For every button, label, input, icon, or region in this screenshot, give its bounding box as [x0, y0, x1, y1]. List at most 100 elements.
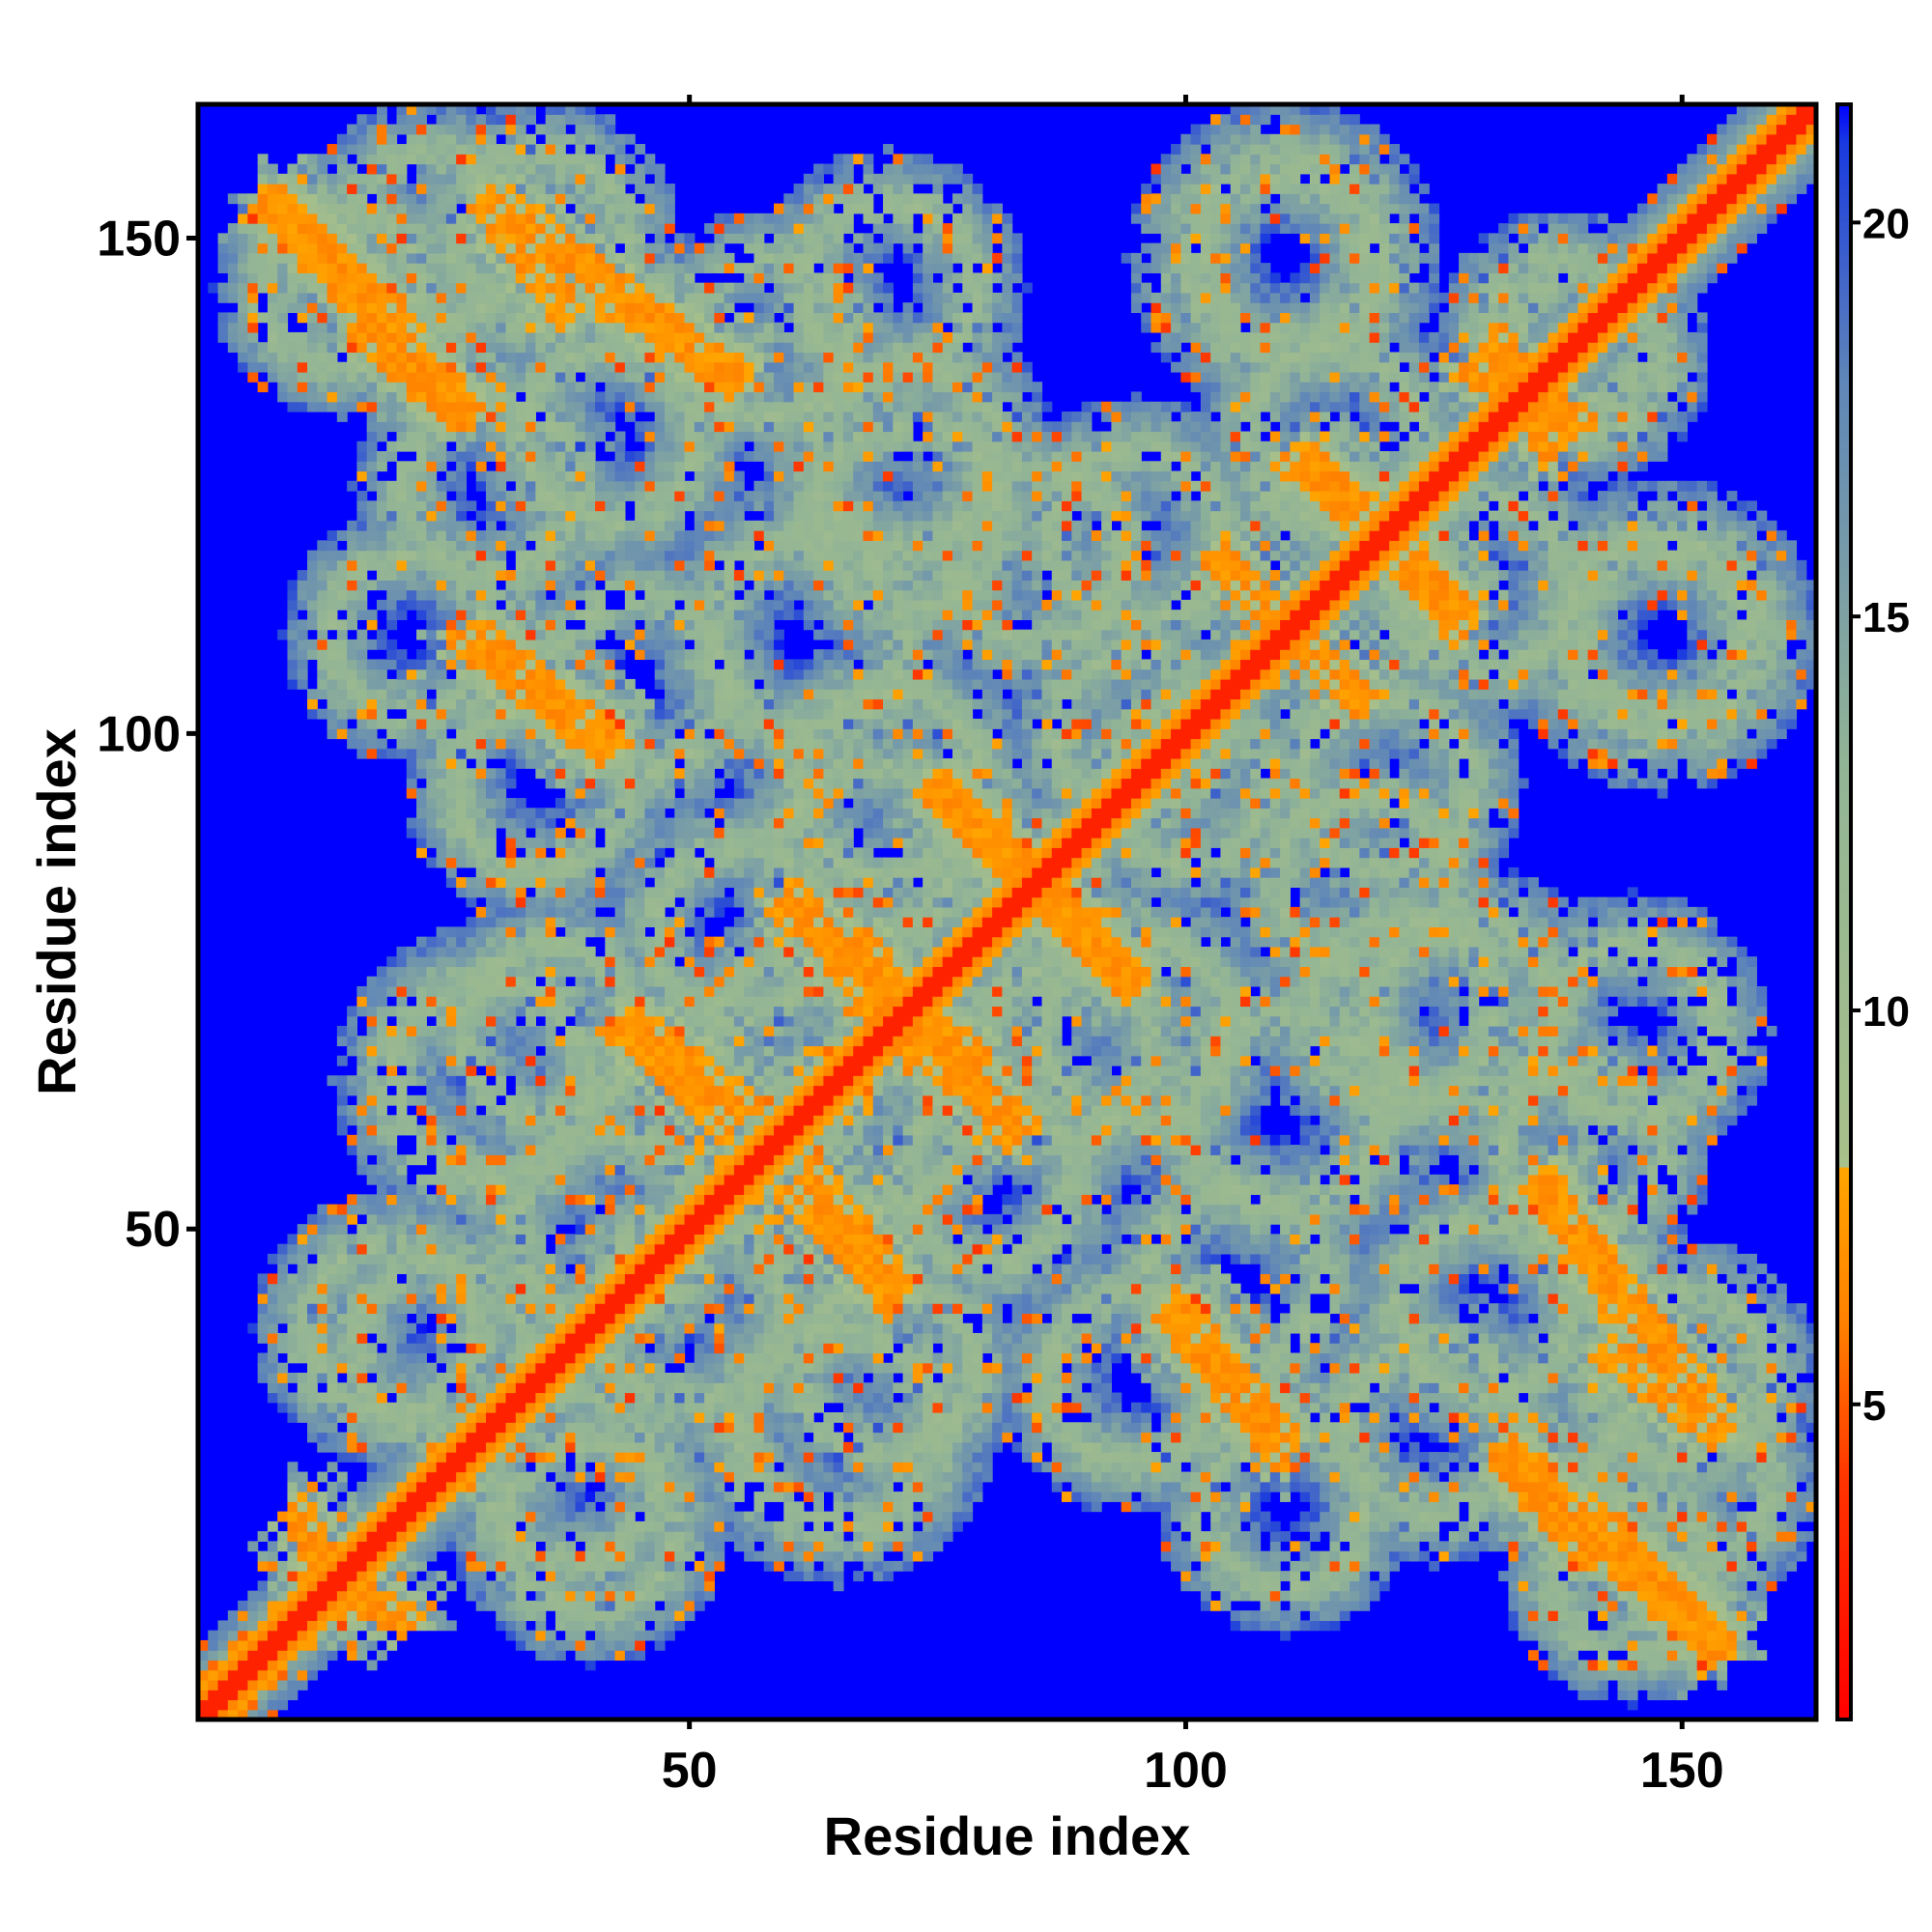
heatmap-cell [287, 331, 298, 343]
heatmap-cell [386, 1145, 398, 1155]
heatmap-cell [505, 133, 517, 145]
heatmap-cell [475, 282, 487, 294]
heatmap-cell [416, 1174, 427, 1185]
heatmap-cell [584, 252, 596, 264]
heatmap-cell [317, 1253, 328, 1264]
heatmap-cell [475, 1283, 487, 1294]
heatmap-cell [257, 1639, 269, 1651]
heatmap-cell [575, 401, 586, 412]
heatmap-cell [575, 867, 586, 878]
heatmap-cell [575, 896, 586, 908]
heatmap-cell [605, 1293, 616, 1304]
heatmap-cell [554, 1234, 566, 1245]
heatmap-cell [436, 203, 447, 214]
heatmap-cell [584, 985, 596, 997]
heatmap-cell [466, 1006, 477, 1017]
heatmap-cell [595, 1085, 606, 1096]
heatmap-cell [475, 263, 487, 273]
heatmap-cell [257, 282, 269, 294]
heatmap-cell [257, 1620, 269, 1632]
heatmap-cell [605, 1571, 616, 1581]
heatmap-cell [426, 480, 438, 492]
heatmap-cell [347, 1650, 358, 1662]
heatmap-cell [426, 421, 438, 433]
heatmap-cell [526, 1422, 536, 1434]
heatmap-cell [386, 1213, 398, 1225]
heatmap-cell [456, 847, 468, 859]
heatmap-cell [535, 1283, 547, 1294]
heatmap-cell [624, 1015, 636, 1027]
heatmap-cell [307, 342, 318, 354]
heatmap-cell [416, 1145, 427, 1155]
heatmap-cell [584, 431, 596, 442]
heatmap-cell [605, 867, 616, 878]
heatmap-cell [287, 1639, 298, 1651]
heatmap-cell [217, 1630, 229, 1641]
heatmap-cell [445, 1283, 457, 1294]
heatmap-cell [595, 1422, 606, 1434]
heatmap-cell [635, 491, 646, 501]
heatmap-cell [605, 1452, 616, 1463]
heatmap-cell [575, 778, 586, 789]
heatmap-cell [535, 1422, 547, 1434]
heatmap-cell [257, 173, 269, 185]
heatmap-cell [347, 698, 358, 710]
heatmap-cell [475, 1600, 487, 1611]
heatmap-cell [614, 1055, 626, 1066]
heatmap-cell [436, 1441, 447, 1453]
heatmap-cell [376, 540, 387, 552]
heatmap-cell [317, 1660, 328, 1671]
heatmap-cell [436, 1105, 447, 1116]
heatmap-cell [545, 1273, 556, 1285]
heatmap-cell [526, 1253, 536, 1264]
heatmap-cell [267, 282, 278, 294]
heatmap-cell [217, 263, 229, 273]
heatmap-cell [287, 1253, 298, 1264]
heatmap-cell [406, 1045, 417, 1057]
heatmap-cell [496, 510, 507, 522]
heatmap-cell [526, 1402, 536, 1413]
heatmap-cell [436, 758, 447, 769]
heatmap-cell [554, 1184, 566, 1195]
heatmap-cell [317, 292, 328, 303]
heatmap-cell [336, 1224, 348, 1235]
heatmap-cell [545, 1036, 556, 1047]
heatmap-cell [347, 1452, 358, 1463]
heatmap-cell [347, 1134, 358, 1146]
heatmap-cell [396, 401, 408, 412]
heatmap-cell [545, 342, 556, 354]
heatmap-cell [356, 1600, 368, 1611]
heatmap-cell [515, 748, 526, 759]
heatmap-cell [475, 1541, 487, 1552]
heatmap-cell [644, 1590, 656, 1602]
heatmap-cell [515, 1372, 526, 1383]
heatmap-cell [456, 491, 468, 501]
heatmap-cell [644, 1452, 656, 1463]
heatmap-cell [575, 1471, 586, 1483]
heatmap-cell [436, 629, 447, 640]
heatmap-cell [396, 689, 408, 700]
heatmap-cell [356, 1531, 368, 1542]
heatmap-cell [277, 223, 289, 234]
heatmap-cell [575, 877, 586, 888]
heatmap-cell [376, 342, 387, 354]
heatmap-cell [475, 184, 487, 194]
heatmap-cell [575, 689, 586, 700]
heatmap-cell [486, 184, 497, 194]
heatmap-cell [376, 133, 387, 145]
heatmap-cell [445, 223, 457, 234]
heatmap-cell [554, 1085, 566, 1096]
heatmap-cell [307, 1303, 318, 1315]
heatmap-cell [238, 213, 248, 224]
heatmap-cell [297, 1313, 308, 1324]
heatmap-cell [336, 659, 348, 670]
heatmap-cell [445, 570, 457, 581]
heatmap-cell [614, 1283, 626, 1294]
heatmap-cell [426, 1293, 438, 1304]
heatmap-cell [217, 1690, 229, 1701]
heatmap-cell [575, 1134, 586, 1146]
heatmap-cell [376, 1124, 387, 1136]
heatmap-cell [635, 570, 646, 581]
heatmap-cell [445, 391, 457, 403]
heatmap-cell [336, 1243, 348, 1255]
